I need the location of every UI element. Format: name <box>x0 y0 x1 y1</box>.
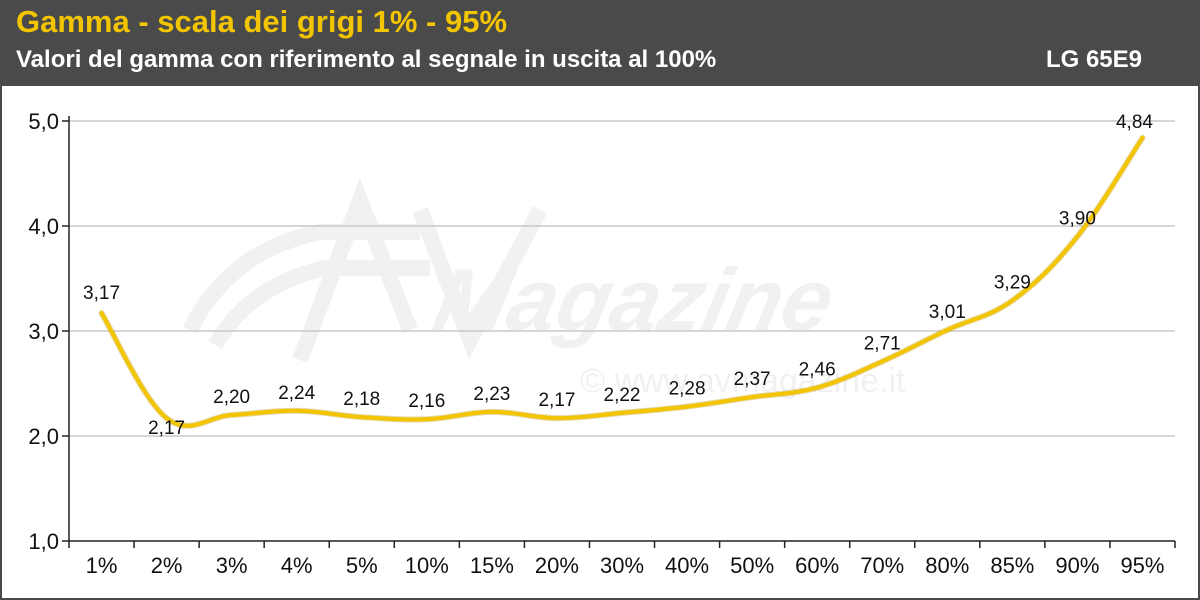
x-tick-label: 70% <box>860 553 904 578</box>
grid-lines <box>69 120 1175 437</box>
data-label: 2,22 <box>604 385 641 406</box>
data-label: 2,24 <box>278 383 315 404</box>
data-label: 2,20 <box>213 387 250 408</box>
data-label: 2,23 <box>473 384 510 405</box>
data-label: 2,16 <box>408 391 445 412</box>
data-label: 4,84 <box>1116 112 1153 133</box>
x-tick-label: 50% <box>730 553 774 578</box>
data-point <box>1010 298 1015 303</box>
x-tick-label: 85% <box>990 553 1034 578</box>
data-point <box>620 410 624 415</box>
y-tick-label: 2,0 <box>28 424 59 449</box>
y-tick-label: 4,0 <box>28 214 59 239</box>
y-axis-ticks: 1,0 2,0 3,0 4,0 5,0 <box>28 109 69 554</box>
data-label: 2,17 <box>538 390 575 411</box>
data-label: 2,46 <box>799 360 836 381</box>
data-point <box>554 416 559 421</box>
data-point <box>424 417 429 422</box>
data-point <box>945 327 950 332</box>
data-labels: 3,17 2,17 2,20 2,24 2,18 2,16 2,23 2,17 2,22 2,28… <box>83 112 1153 439</box>
data-label: 3,90 <box>1059 209 1096 230</box>
y-tick-label: 5,0 <box>28 109 59 134</box>
data-point <box>99 311 104 316</box>
x-tick-label: 5% <box>346 553 378 578</box>
x-tick-label: 95% <box>1120 553 1164 578</box>
x-tick-label: 4% <box>281 553 313 578</box>
x-tick-label: 2% <box>151 553 183 578</box>
data-label: 3,29 <box>994 273 1031 294</box>
data-point <box>685 404 690 409</box>
data-label: 2,37 <box>734 369 771 390</box>
chart-header: Gamma - scala dei grigi 1% - 95% Valori … <box>0 0 1200 86</box>
y-tick-label: 3,0 <box>28 319 59 344</box>
watermark-brand: Magazine <box>426 250 843 349</box>
data-label: 2,17 <box>148 418 185 439</box>
data-point <box>359 415 364 420</box>
series-group <box>98 134 1146 429</box>
data-point <box>164 416 169 421</box>
axes <box>68 116 1175 542</box>
x-tick-label: 80% <box>925 553 969 578</box>
data-label: 2,71 <box>864 333 901 354</box>
x-tick-label: 60% <box>795 553 839 578</box>
data-point <box>489 409 494 414</box>
x-tick-label: 1% <box>86 553 118 578</box>
x-tick-label: 3% <box>216 553 248 578</box>
data-label: 3,01 <box>929 302 966 323</box>
data-label: 3,17 <box>83 283 120 304</box>
x-axis-ticks: 1% 2% 3% 4% 5% 10% 15% 20% 30% 40% 50% 60% 70% 80% 85%… <box>68 541 1176 578</box>
x-tick-label: 40% <box>665 553 709 578</box>
x-tick-label: 20% <box>535 553 579 578</box>
x-tick-label: 10% <box>405 553 449 578</box>
data-point <box>880 359 885 364</box>
watermark-url: © www.avmagazine.it <box>580 362 906 400</box>
plot-panel <box>0 86 1200 600</box>
av-logo-icon <box>182 177 548 363</box>
device-model: LG 65E9 <box>1045 46 1142 73</box>
x-tick-label: 90% <box>1055 553 1099 578</box>
chart-subtitle: Valori del gamma con riferimento al segn… <box>16 46 717 73</box>
data-label: 2,28 <box>669 379 706 400</box>
data-point <box>1075 234 1080 239</box>
y-tick-label: 1,0 <box>28 529 59 554</box>
data-point <box>1140 135 1145 140</box>
data-point <box>750 395 755 400</box>
watermark: Magazine © www.avmagazine.it <box>182 177 906 400</box>
chart-title: Gamma - scala dei grigi 1% - 95% <box>16 4 508 39</box>
data-point <box>294 408 299 413</box>
data-point <box>229 413 234 417</box>
data-point <box>815 385 820 390</box>
data-label: 2,18 <box>343 389 380 410</box>
x-tick-label: 15% <box>470 553 514 578</box>
x-tick-label: 30% <box>600 553 644 578</box>
